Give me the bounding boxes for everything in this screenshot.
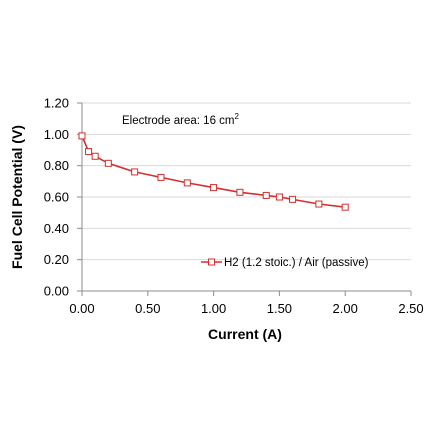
data-point [104,159,112,167]
data-point [262,191,270,199]
data-point [210,184,218,192]
annotation: Electrode area: 16 cm2 [122,112,240,127]
x-tick-label: 0.50 [135,301,160,316]
x-tick-label: 1.00 [201,301,226,316]
data-point [183,179,191,187]
data-point [91,152,99,160]
x-axis-title: Current (A) [208,326,282,342]
y-tick-label: 0.40 [44,221,69,236]
series-layer [78,132,349,211]
data-point [289,195,297,203]
x-tick-label: 0.00 [69,301,94,316]
y-tick-labels: 0.00 0.20 0.40 0.60 0.80 1.00 1.20 [44,96,69,299]
x-tick-label: 2.00 [333,301,358,316]
y-tick-label: 0.60 [44,190,69,205]
gridlines [82,102,411,261]
y-tick-label: 1.20 [44,96,69,111]
data-point [341,203,349,211]
y-axis-title: Fuel Cell Potential (V) [9,125,25,269]
y-tick-label: 1.00 [44,127,69,142]
legend-marker [208,258,215,266]
y-tick-label: 0.00 [44,284,69,299]
data-point [85,148,93,156]
x-tick-label: 1.50 [267,301,292,316]
annotation-text: Electrode area: 16 cm [122,115,235,127]
data-point [131,168,139,176]
x-tick-label: 2.50 [398,301,423,316]
annotation-superscript: 2 [235,112,240,121]
data-point [78,132,86,140]
data-point [275,193,283,201]
legend-label: H2 (1.2 stoic.) / Air (passive) [224,257,369,269]
x-tick-labels: 0.00 0.50 1.00 1.50 2.00 2.50 [69,301,423,316]
y-tick-label: 0.80 [44,158,69,173]
data-point [236,188,244,196]
legend: H2 (1.2 stoic.) / Air (passive) [201,257,369,269]
data-point [315,200,323,208]
y-tick-label: 0.20 [44,252,69,267]
data-point [157,173,165,181]
